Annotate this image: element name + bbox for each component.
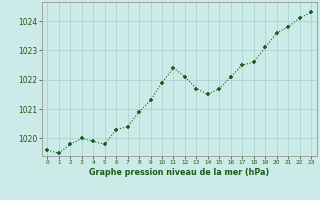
X-axis label: Graphe pression niveau de la mer (hPa): Graphe pression niveau de la mer (hPa) (89, 168, 269, 177)
